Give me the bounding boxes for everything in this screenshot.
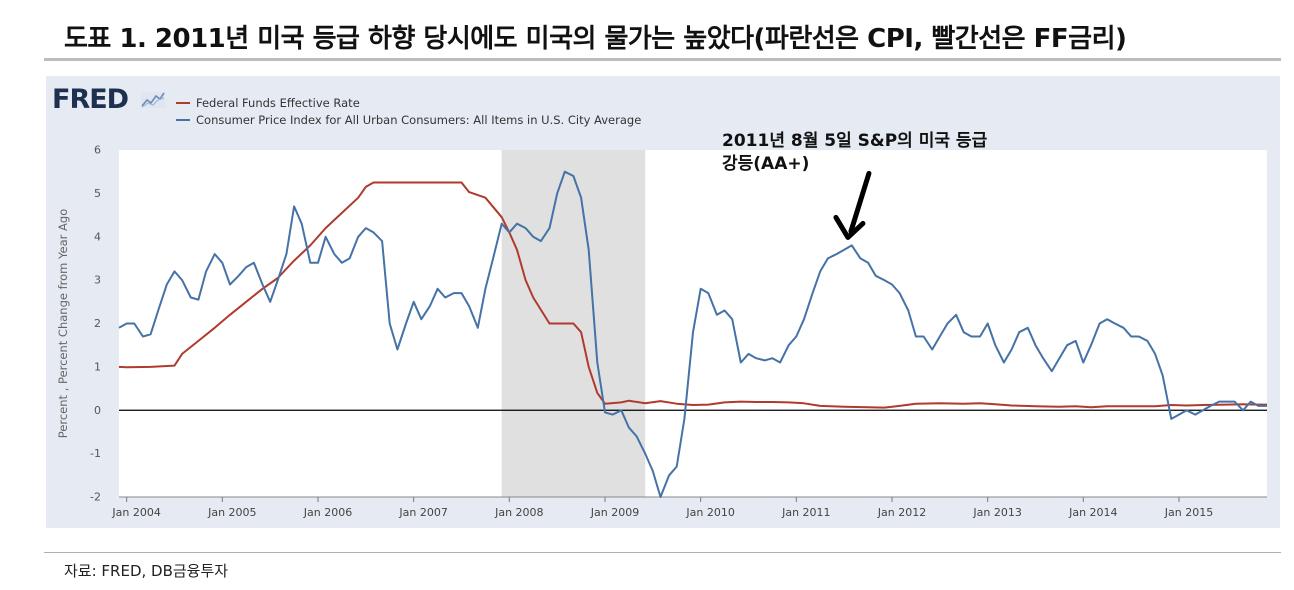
chart: 6 5 4 3 2 1 0 -1 -2 Percent , Percent Change from… — [56, 144, 1267, 519]
x-tick-label: Jan 2012 — [877, 506, 926, 519]
x-tick-label: Jan 2006 — [303, 506, 352, 519]
y-tick-label: 1 — [94, 360, 101, 373]
y-tick-label: 0 — [94, 404, 101, 417]
x-tick-label: Jan 2013 — [972, 506, 1021, 519]
annotation-arrow-icon — [833, 170, 872, 240]
plot-area — [119, 150, 1267, 497]
legend-item-ffr: Federal Funds Effective Rate — [176, 94, 641, 111]
annotation-line-2: 강등(AA+) — [722, 154, 810, 174]
series-line-ffr — [118, 181, 1267, 409]
y-tick-label: -1 — [90, 447, 101, 460]
fred-logo-icon — [141, 92, 165, 108]
x-tick-label: Jan 2010 — [685, 506, 734, 519]
legend-label-ffr: Federal Funds Effective Rate — [196, 95, 360, 110]
x-tick-label: Jan 2007 — [398, 506, 447, 519]
y-tick-label: 6 — [94, 144, 101, 157]
x-tick-label: Jan 2008 — [494, 506, 543, 519]
title-divider — [44, 58, 1281, 61]
source-divider — [44, 552, 1281, 553]
source-note: 자료: FRED, DB금융투자 — [64, 562, 229, 580]
y-tick-label: 2 — [94, 317, 101, 330]
chart-legend: Federal Funds Effective Rate Consumer Pr… — [176, 94, 641, 128]
series-line-cpi — [118, 170, 1267, 498]
x-tick-label: Jan 2015 — [1164, 506, 1213, 519]
fred-logo: FRED — [52, 84, 129, 115]
legend-item-cpi: Consumer Price Index for All Urban Consu… — [176, 111, 641, 128]
legend-label-cpi: Consumer Price Index for All Urban Consu… — [196, 112, 642, 127]
y-tick-label: 5 — [94, 187, 101, 200]
legend-swatch-ffr — [176, 101, 190, 104]
chart-annotation: 2011년 8월 5일 S&P의 미국 등급 강등(AA+) — [722, 130, 987, 176]
y-tick-label: 4 — [94, 230, 101, 243]
page-title: 도표 1. 2011년 미국 등급 하향 당시에도 미국의 물가는 높았다(파란… — [64, 24, 1127, 54]
x-tick-label: Jan 2014 — [1068, 506, 1117, 519]
x-tick-label: Jan 2009 — [590, 506, 639, 519]
y-tick-label: 3 — [94, 274, 101, 287]
annotation-arrow-head — [833, 214, 866, 240]
x-tick-label: Jan 2005 — [207, 506, 256, 519]
annotation-line-1: 2011년 8월 5일 S&P의 미국 등급 — [722, 131, 988, 151]
x-tick-label: Jan 2004 — [111, 506, 160, 519]
x-tick-label: Jan 2011 — [781, 506, 830, 519]
y-tick-label: -2 — [90, 491, 101, 504]
legend-swatch-cpi — [176, 118, 190, 121]
annotation-arrow-shaft — [848, 170, 872, 234]
y-axis-title: Percent , Percent Change from Year Ago — [56, 209, 70, 438]
